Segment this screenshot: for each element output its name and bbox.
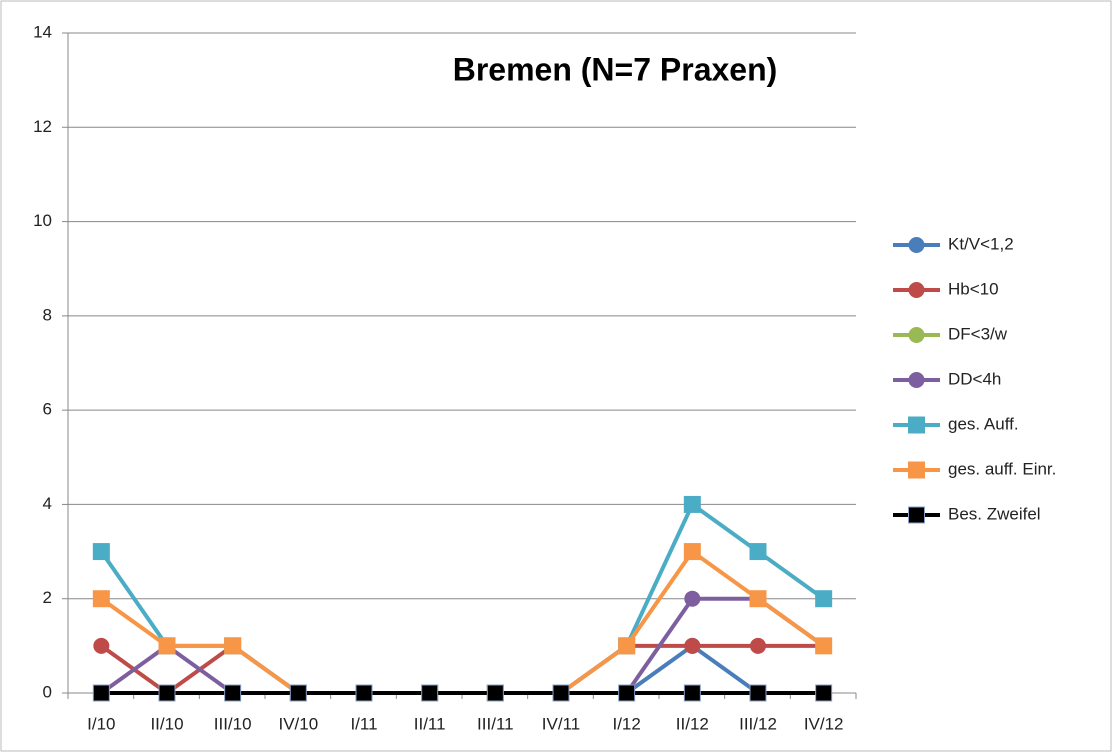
data-point — [158, 684, 176, 702]
data-point — [289, 684, 307, 702]
legend-marker — [908, 461, 925, 479]
x-tick-label: II/10 — [150, 714, 183, 733]
legend-label: DD<4h — [948, 369, 1001, 388]
legend-marker — [908, 282, 925, 298]
x-tick-label: I/11 — [350, 714, 377, 733]
x-tick-label: III/12 — [739, 714, 777, 733]
x-tick-label: III/11 — [477, 714, 514, 733]
data-point — [749, 684, 767, 702]
data-point — [224, 684, 242, 702]
data-point — [552, 684, 570, 702]
data-point — [92, 590, 110, 608]
legend-marker — [908, 506, 925, 524]
y-tick-label: 14 — [33, 22, 52, 41]
data-point — [683, 543, 701, 561]
data-point — [618, 684, 636, 702]
x-tick-label: IV/12 — [804, 714, 844, 733]
legend-label: Kt/V<1,2 — [948, 234, 1014, 253]
x-tick-label: III/10 — [214, 714, 252, 733]
legend-label: ges. Auff. — [948, 414, 1019, 433]
y-tick-label: 12 — [33, 117, 52, 136]
data-point — [224, 637, 242, 655]
y-tick-label: 10 — [33, 211, 52, 230]
legend-label: Hb<10 — [948, 279, 999, 298]
data-point — [92, 684, 110, 702]
x-tick-label: IV/10 — [278, 714, 318, 733]
chart-title: Bremen (N=7 Praxen) — [453, 51, 778, 87]
data-point — [684, 637, 701, 654]
data-point — [684, 590, 701, 607]
legend-marker — [908, 327, 925, 343]
data-point — [815, 684, 833, 702]
data-point — [815, 590, 833, 608]
x-tick-label: I/10 — [87, 714, 115, 733]
x-tick-label: II/12 — [676, 714, 709, 733]
data-point — [750, 637, 766, 654]
legend-label: ges. auff. Einr. — [948, 459, 1056, 478]
y-tick-label: 0 — [43, 682, 52, 701]
y-tick-label: 4 — [43, 494, 52, 513]
x-tick-label: II/11 — [414, 714, 446, 733]
data-point — [355, 684, 373, 702]
y-tick-label: 2 — [43, 588, 52, 607]
x-tick-label: IV/11 — [542, 714, 580, 733]
data-point — [683, 684, 701, 702]
legend-marker — [908, 372, 925, 388]
data-point — [749, 543, 767, 561]
data-point — [815, 637, 833, 655]
data-point — [618, 637, 636, 655]
data-point — [421, 684, 439, 702]
data-point — [749, 590, 767, 608]
data-point — [683, 495, 701, 513]
y-tick-label: 8 — [43, 305, 52, 324]
data-point — [158, 637, 176, 655]
x-tick-label: I/12 — [612, 714, 640, 733]
data-point — [92, 543, 110, 561]
legend-marker — [908, 416, 925, 434]
legend-marker — [908, 237, 925, 253]
legend-label: Bes. Zweifel — [948, 504, 1041, 523]
legend-label: DF<3/w — [948, 324, 1008, 343]
y-tick-label: 6 — [43, 400, 52, 419]
data-point — [486, 684, 504, 702]
data-point — [93, 637, 110, 654]
